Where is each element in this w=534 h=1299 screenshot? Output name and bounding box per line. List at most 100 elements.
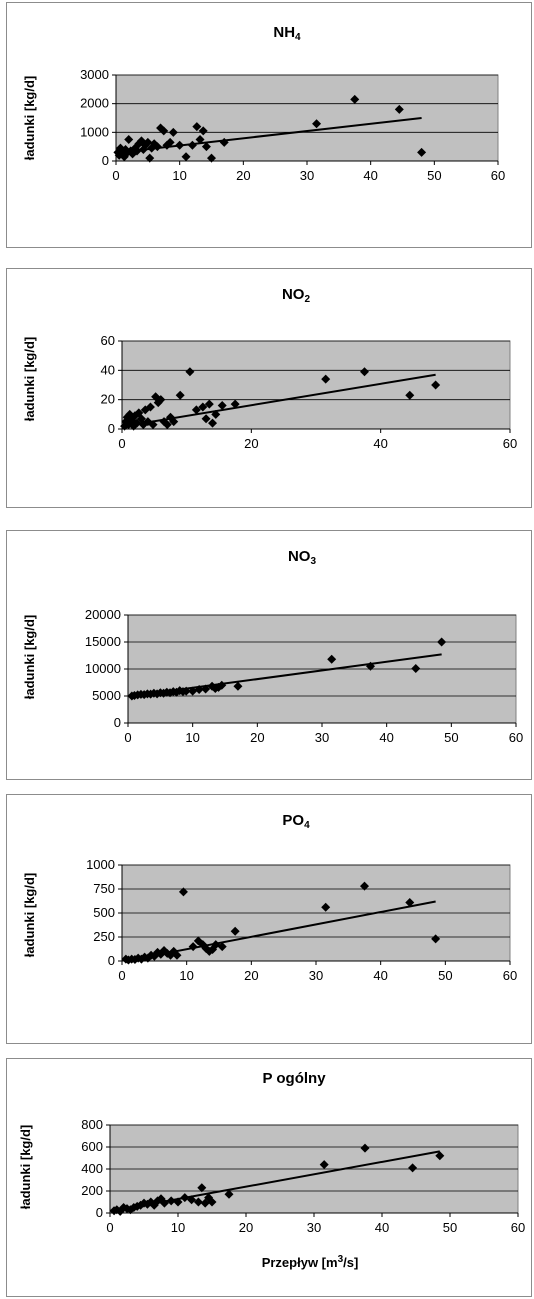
chart-0-x-tick-label: 50 xyxy=(427,168,441,183)
chart-1-y-tick-label: 0 xyxy=(108,421,115,436)
chart-4-data-point xyxy=(142,1199,152,1209)
chart-4-title: P ogólny xyxy=(262,1070,326,1087)
chart-2-y-tick-label: 10000 xyxy=(85,661,121,676)
chart-2-x-tick-label: 10 xyxy=(185,730,199,745)
chart-1-data-point xyxy=(201,414,211,424)
chart-2-title-base: NO xyxy=(288,548,311,565)
chart-4-x-tick-label: 10 xyxy=(171,1220,185,1235)
chart-0-x-tick-label: 10 xyxy=(172,168,186,183)
chart-2-data-point xyxy=(437,637,447,647)
chart-1-data-point xyxy=(198,402,208,412)
chart-1-data-point xyxy=(145,402,155,412)
chart-3-y-axis-label: ładunki [kg/d] xyxy=(22,873,37,958)
chart-3-x-tick-label: 20 xyxy=(244,968,258,983)
chart-0-data-point xyxy=(119,152,129,162)
chart-1-y-tick-label: 40 xyxy=(101,362,115,377)
chart-2-data-point xyxy=(214,682,224,692)
chart-4-x-axis-label-sup: 3 xyxy=(338,1254,344,1265)
chart-panel-nh4: NH4 0 1000 2000 3000 0 10 20 30 40 50 60 ładunki [kg… xyxy=(6,2,532,248)
chart-4-data-point xyxy=(200,1198,210,1208)
chart-0-data-point xyxy=(312,119,322,129)
chart-2-data-point xyxy=(233,681,243,691)
chart-panel-no2: NO2 0 20 40 60 0 20 40 60 ładunki [kg/d] xyxy=(6,268,532,508)
chart-4-y-tick-label: 200 xyxy=(81,1183,103,1198)
chart-4-title-base: P ogólny xyxy=(262,1070,326,1087)
chart-0-title: NH4 xyxy=(273,24,301,43)
chart-1-y-tick-label: 20 xyxy=(101,392,115,407)
chart-0-y-axis-label: ładunki [kg/d] xyxy=(22,76,37,161)
chart-4-data-point xyxy=(408,1163,418,1173)
chart-1-data-point xyxy=(148,420,158,430)
chart-1-data-point xyxy=(169,417,179,427)
chart-4-data-point xyxy=(435,1151,445,1161)
chart-1-data-point xyxy=(162,420,172,430)
chart-0-data-point xyxy=(207,153,216,163)
chart-3-data-point xyxy=(188,942,198,952)
chart-0-data-point xyxy=(181,152,191,162)
chart-2-y-tick-label: 5000 xyxy=(92,688,121,703)
chart-3-data-point xyxy=(178,887,188,897)
chart-2-y-tick-label: 20000 xyxy=(85,607,121,622)
chart-4-x-axis-label-base: Przepływ [m xyxy=(262,1255,338,1270)
chart-1-y-tick-label: 60 xyxy=(101,333,115,348)
chart-4-x-axis-label-end: /s] xyxy=(343,1255,358,1270)
chart-4-data-point xyxy=(187,1195,197,1205)
chart-3-x-tick-label: 0 xyxy=(118,968,125,983)
chart-1-plot-area xyxy=(121,340,511,430)
chart-1-data-point xyxy=(129,421,139,431)
chart-4-data-point xyxy=(207,1197,217,1207)
chart-2-data-point xyxy=(207,681,217,691)
chart-4-x-tick-label: 20 xyxy=(239,1220,253,1235)
chart-2-data-point xyxy=(181,686,191,696)
chart-1-data-point xyxy=(321,374,331,384)
chart-1-x-tick-label: 40 xyxy=(373,436,387,451)
chart-4-data-point xyxy=(166,1196,176,1206)
chart-1-title-subscript: 2 xyxy=(304,294,310,305)
chart-4-y-axis-label: ładunki [kg/d] xyxy=(18,1125,33,1210)
chart-4-y-tick-label: 600 xyxy=(81,1139,103,1154)
chart-2-x-tick-label: 20 xyxy=(250,730,264,745)
chart-1-data-point xyxy=(191,405,201,415)
chart-2-y-axis-label: ładunki [kg/d] xyxy=(22,615,37,700)
chart-3-y-tick-label: 250 xyxy=(93,929,115,944)
chart-0-data-point xyxy=(394,104,404,114)
chart-0-data-point xyxy=(195,135,205,144)
chart-3-x-tick-label: 60 xyxy=(503,968,517,983)
chart-2-x-tick-label: 50 xyxy=(444,730,458,745)
chart-0-x-tick-label: 0 xyxy=(112,168,119,183)
chart-2-data-point xyxy=(201,684,211,694)
chart-panel-po4: PO4 0 250 500 750 1000 0 10 20 30 40 50 60 ładunki [k… xyxy=(6,794,532,1044)
chart-1-x-tick-label: 60 xyxy=(503,436,517,451)
chart-2-x-tick-label: 60 xyxy=(509,730,523,745)
chart-4-data-point xyxy=(159,1198,169,1208)
chart-3-data-point xyxy=(169,946,179,956)
chart-4-data-point xyxy=(193,1197,203,1207)
chart-4-data-point xyxy=(360,1143,370,1153)
chart-1-data-point xyxy=(208,418,218,428)
chart-3-title-subscript: 4 xyxy=(304,820,310,831)
chart-p-ogolny: P ogólny 0 200 400 600 800 0 10 20 30 40 50 60 ładunk… xyxy=(18,1070,525,1270)
chart-4-x-tick-label: 40 xyxy=(375,1220,389,1235)
chart-1-x-tick-label: 20 xyxy=(244,436,258,451)
chart-0-y-tick-label: 0 xyxy=(102,153,109,168)
chart-0-data-point xyxy=(165,137,175,147)
chart-2-title-subscript: 3 xyxy=(310,556,316,567)
chart-2-data-point xyxy=(172,687,181,697)
chart-1-data-point xyxy=(431,380,441,390)
chart-0-data-point xyxy=(132,146,142,156)
chart-2-x-tick-label: 0 xyxy=(124,730,131,745)
chart-1-data-point xyxy=(175,390,185,400)
chart-0-data-point xyxy=(187,140,197,150)
chart-2-data-point xyxy=(327,654,337,664)
chart-3-data-point xyxy=(201,944,211,954)
chart-1-data-point xyxy=(405,390,415,400)
chart-2-x-tick-label: 30 xyxy=(315,730,329,745)
chart-1-data-point xyxy=(360,367,369,377)
chart-4-x-tick-label: 0 xyxy=(106,1220,113,1235)
chart-1-data-point xyxy=(230,399,240,409)
chart-2-data-point xyxy=(366,661,375,671)
chart-3-x-tick-label: 30 xyxy=(309,968,323,983)
chart-2-title: NO3 xyxy=(288,548,317,567)
chart-3-data-point xyxy=(208,944,218,954)
